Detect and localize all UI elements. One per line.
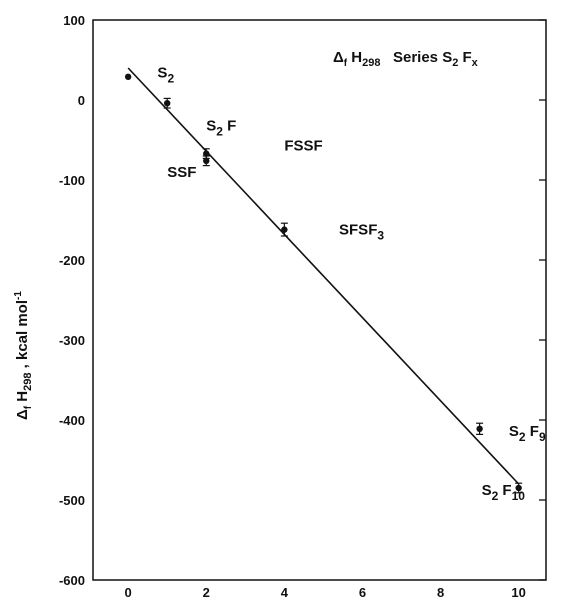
y-tick-label: -300 [59, 333, 85, 348]
point-label: S2 [157, 65, 174, 86]
ylabel-unit: , kcal mol [14, 300, 31, 373]
title-x: x [472, 57, 479, 69]
x-tick-label: 0 [125, 585, 132, 598]
data-point [280, 222, 288, 237]
y-tick-label: 100 [63, 13, 85, 28]
y-tick-label: -500 [59, 493, 85, 508]
chart-title: Δf H298 Series S2 Fx [333, 49, 479, 69]
x-axis: 0 2 4 6 8 10 [125, 585, 526, 598]
ylabel-sub: 298 [22, 373, 34, 391]
x-tick-label: 2 [203, 585, 210, 598]
point-label: S2 F10 [482, 482, 526, 503]
point-marker [124, 73, 132, 81]
point-marker [203, 150, 210, 157]
title-rest: Series S [380, 49, 452, 66]
title-f2: F [458, 49, 471, 66]
point-marker [203, 157, 210, 164]
y-axis: 100 0 -100 -200 -300 -400 -500 -600 [59, 13, 546, 588]
data-point [124, 73, 132, 81]
y-tick-label: -400 [59, 413, 85, 428]
data-point [202, 155, 210, 167]
ylabel-h: H [14, 391, 31, 406]
title-f: f [344, 58, 348, 69]
data-point [515, 482, 523, 494]
plot-frame [92, 19, 547, 581]
point-label: FSSF [284, 137, 322, 154]
x-tick-label: 10 [511, 585, 525, 598]
title-delta: Δ [333, 49, 344, 66]
point-label: S2 F [206, 117, 236, 138]
x-tick-label: 4 [281, 585, 289, 598]
y-tick-label: 0 [78, 93, 85, 108]
y-tick-label: -100 [59, 173, 85, 188]
point-marker [476, 425, 483, 432]
title-s2: 2 [452, 57, 458, 69]
point-labels: S2 S2 F SSF FSSF SFSF3 S2 F9 S2 F10 [157, 65, 546, 504]
x-tick-label: 6 [359, 585, 366, 598]
point-label: SFSF3 [339, 221, 384, 242]
ylabel-sup: -1 [13, 291, 24, 300]
data-point [163, 97, 171, 109]
ylabel-delta: Δ [14, 409, 31, 420]
y-tick-label: -200 [59, 253, 85, 268]
title-sub: 298 [362, 57, 380, 69]
point-label: SSF [167, 164, 196, 181]
point-label: S2 F9 [509, 423, 546, 444]
point-marker [515, 484, 522, 492]
point-marker [163, 100, 171, 107]
x-tick-label: 8 [437, 585, 444, 598]
fit-line [127, 67, 520, 485]
y-tick-label: -600 [59, 573, 85, 588]
data-points [124, 73, 523, 494]
data-point [476, 422, 484, 435]
point-marker [281, 226, 288, 233]
y-axis-label: Δf H298 , kcal mol-1 [13, 291, 34, 420]
title-h: H [347, 49, 362, 66]
ylabel-f: f [23, 405, 34, 409]
